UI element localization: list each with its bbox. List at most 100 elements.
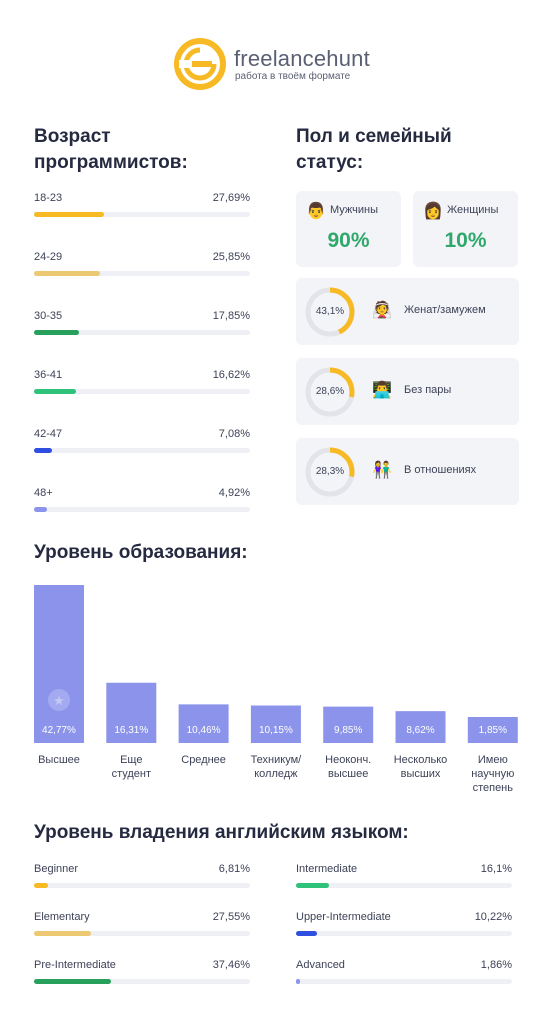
english-elementary-fill — [34, 931, 91, 936]
education-bar — [323, 706, 374, 743]
english-intermediate-fill — [296, 883, 330, 888]
english-elementary-value: 27,55% — [212, 911, 250, 923]
status-percent: 28,3% — [315, 466, 345, 477]
brand-tagline: работа в твоём формате — [235, 71, 351, 82]
english-beginner-track — [34, 883, 250, 888]
age-row-30-35-fill — [34, 330, 80, 335]
english-upper-intermediate-track — [296, 931, 512, 936]
education-bar-chart: 42,77% Высшее 16,31% Еще студент 10,46% Средне… — [34, 585, 518, 794]
age-row-30-35-track — [34, 330, 250, 335]
education-category-label: Имею — [478, 754, 508, 766]
education-bar — [34, 585, 84, 743]
education-category-label: Еще — [120, 754, 142, 766]
female-label: Женщины — [447, 204, 499, 216]
education-bar-value: 8,62% — [406, 725, 434, 736]
english-upper-intermediate: Upper-Intermediate 10,22% — [296, 911, 512, 941]
status-label: Женат/замужем — [404, 304, 486, 316]
english-intermediate-track — [296, 883, 512, 888]
age-row-36-41-fill — [34, 389, 77, 394]
english-elementary-track — [34, 931, 250, 936]
education-bar-value: 1,85% — [479, 725, 507, 736]
star-icon: ★ — [48, 689, 70, 711]
brand-name: freelancehunt — [234, 46, 370, 71]
english-advanced-value: 1,86% — [480, 959, 512, 971]
status-label: В отношениях — [404, 464, 477, 476]
female-card: 👩 Женщины 10% — [413, 191, 518, 267]
english-intermediate-value: 16,1% — [480, 863, 512, 875]
ring-fill — [305, 287, 355, 337]
english-elementary: Elementary 27,55% — [34, 911, 250, 941]
status-card-2: 28,6% 👨‍💻 Без пары — [296, 358, 519, 425]
status-icon: 👫 — [372, 462, 392, 479]
status-ring — [305, 287, 355, 337]
woman-icon: 👩 — [423, 203, 443, 220]
status-label: Без пары — [404, 384, 452, 396]
education-bar — [106, 682, 157, 743]
english-advanced-fill — [296, 979, 300, 984]
age-row-48plus: 48+ 4,92% — [34, 487, 250, 517]
education-category-label: колледж — [254, 768, 298, 780]
status-percent: 28,6% — [315, 386, 345, 397]
education-category-label: высшее — [328, 768, 368, 780]
education-category-label: Несколько — [394, 754, 448, 766]
english-title: Уровень владения английским языком: — [34, 822, 409, 843]
education-bar — [250, 705, 301, 743]
education-bar-value: 16,31% — [114, 725, 148, 736]
education-category-label: высших — [401, 768, 441, 780]
female-value: 10% — [444, 229, 487, 252]
english-intermediate-label: Intermediate — [296, 863, 358, 875]
ring-fill — [305, 367, 355, 417]
brand-logo: freelancehunt работа в твоём формате — [174, 38, 394, 90]
english-beginner-label: Beginner — [34, 863, 79, 875]
english-pre-intermediate-track — [34, 979, 250, 984]
gender-title: Пол и семейный статус: — [296, 126, 452, 173]
age-row-30-35-label: 30-35 — [34, 310, 63, 322]
education-bar — [178, 704, 229, 743]
education-bar — [395, 711, 446, 743]
education-bar-value: 42,77% — [42, 725, 76, 736]
status-card-1: 43,1% 👰 Женат/замужем — [296, 278, 519, 345]
age-row-24-29: 24-29 25,85% — [34, 251, 250, 281]
status-icon: 👰 — [372, 302, 392, 319]
english-beginner-fill — [34, 883, 48, 888]
education-category-label: Среднее — [181, 754, 226, 766]
age-row-18-23-track — [34, 212, 250, 217]
english-pre-intermediate: Pre-Intermediate 37,46% — [34, 959, 250, 989]
english-advanced: Advanced 1,86% — [296, 959, 512, 989]
age-row-30-35: 30-35 17,85% — [34, 310, 250, 340]
age-row-24-29-label: 24-29 — [34, 251, 63, 263]
english-beginner: Beginner 6,81% — [34, 863, 250, 893]
english-pre-intermediate-value: 37,46% — [212, 959, 250, 971]
age-row-42-47-label: 42-47 — [34, 428, 63, 440]
age-row-24-29-fill — [34, 271, 100, 276]
age-row-24-29-track — [34, 271, 250, 276]
education-bar-value: 9,85% — [334, 725, 362, 736]
age-row-36-41-track — [34, 389, 250, 394]
male-card: 👨 Мужчины 90% — [296, 191, 401, 267]
age-row-30-35-value: 17,85% — [212, 310, 250, 322]
male-value: 90% — [327, 229, 370, 252]
education-title: Уровень образования: — [34, 542, 248, 563]
status-ring — [305, 447, 355, 497]
age-row-48plus-fill — [34, 507, 47, 512]
age-row-36-41-value: 16,62% — [212, 369, 250, 381]
education-category-label: научную — [471, 768, 514, 780]
male-label: Мужчины — [330, 204, 379, 216]
age-row-18-23-fill — [34, 212, 105, 217]
age-title: Возраст программистов: — [34, 126, 188, 173]
age-row-48plus-value: 4,92% — [218, 487, 250, 499]
man-icon: 👨 — [306, 203, 326, 220]
age-row-48plus-track — [34, 507, 250, 512]
age-row-48plus-label: 48+ — [34, 487, 53, 499]
status-icon: 👨‍💻 — [372, 382, 392, 399]
age-row-18-23-label: 18-23 — [34, 192, 63, 204]
svg-text:★: ★ — [53, 693, 65, 708]
status-ring — [305, 367, 355, 417]
age-row-18-23-value: 27,69% — [212, 192, 250, 204]
english-advanced-label: Advanced — [296, 959, 345, 971]
english-beginner-value: 6,81% — [218, 863, 250, 875]
freelancehunt-logo-icon — [174, 38, 226, 90]
age-row-42-47-value: 7,08% — [218, 428, 250, 440]
age-row-42-47-track — [34, 448, 250, 453]
education-bar — [467, 717, 518, 743]
